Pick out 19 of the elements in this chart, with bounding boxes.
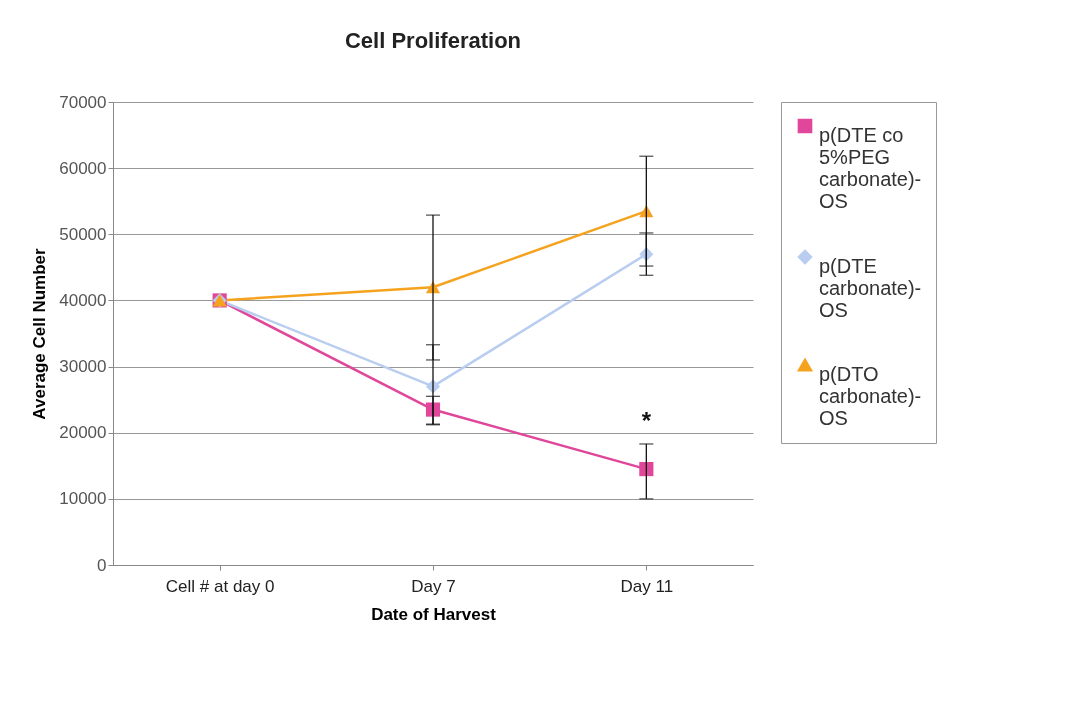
y-tick-label: 0 [97, 555, 107, 575]
y-tick-label: 40000 [59, 290, 107, 310]
legend-label: p(DTE carbonate)-OS [819, 255, 922, 321]
legend-label: p(DTE co 5%PEG carbonate)-OS [819, 124, 922, 212]
legend-label: p(DTO carbonate)-OS [819, 363, 922, 429]
chart-title: Cell Proliferation [344, 28, 522, 53]
y-tick-label: 20000 [59, 423, 107, 443]
point [639, 462, 654, 477]
y-axis-title: Average Cell Number [30, 247, 50, 420]
y-tick-label: 50000 [59, 224, 107, 244]
x-tick-label: Day 7 [411, 576, 456, 596]
x-tick-label: Cell # at day 0 [165, 576, 275, 596]
y-tick-label: 60000 [59, 158, 107, 178]
y-tick-label: 30000 [59, 357, 107, 377]
y-tick-label: 10000 [59, 489, 107, 509]
annotation: * [641, 406, 652, 434]
x-tick-label: Day 11 [620, 576, 674, 596]
y-tick-label: 70000 [59, 92, 107, 112]
x-axis-title: Date of Harvest [371, 604, 497, 624]
